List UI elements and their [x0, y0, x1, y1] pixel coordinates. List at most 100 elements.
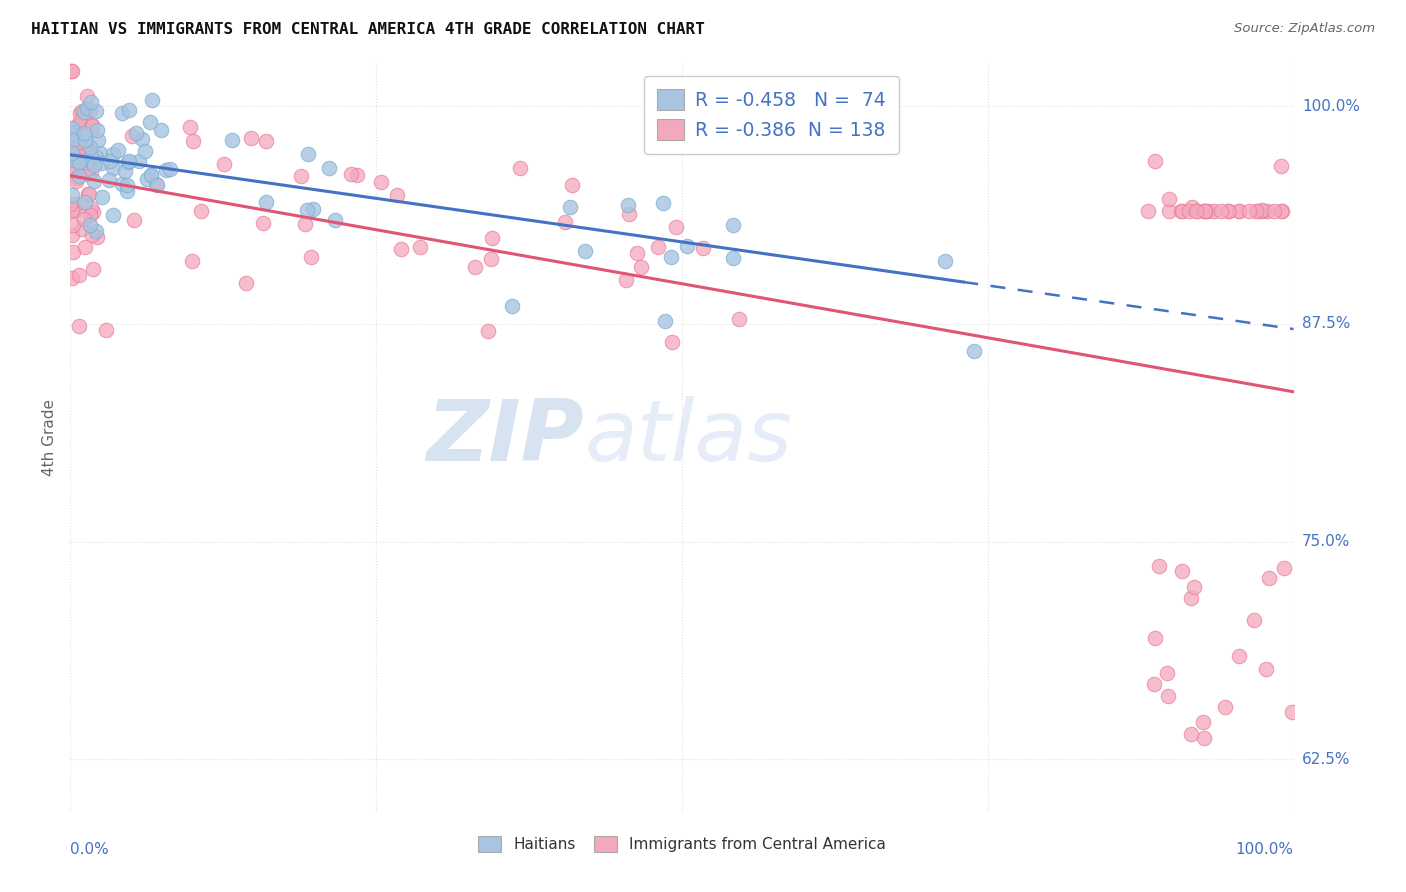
Point [76, 101, 98, 115]
Point [80, 95, 103, 109]
Point [69, 117, 91, 131]
Point [86, 133, 108, 147]
Point [1281, 705, 1303, 719]
Text: atlas: atlas [583, 395, 792, 479]
Point [1156, 689, 1178, 703]
Point [1197, 203, 1219, 218]
Point [90, 190, 112, 204]
Point [94, 323, 117, 337]
Point [79, 140, 101, 154]
Point [62, 153, 84, 168]
Point [83, 174, 105, 188]
Point [1185, 203, 1208, 218]
Point [79, 202, 101, 216]
Point [1194, 203, 1216, 218]
Point [73, 194, 96, 209]
Point [73, 104, 96, 119]
Point [60, 202, 83, 217]
Point [124, 126, 146, 140]
Point [76, 89, 98, 103]
Point [1170, 203, 1192, 218]
Point [1227, 203, 1250, 218]
Point [221, 133, 243, 147]
Point [139, 168, 162, 182]
Point [346, 168, 368, 182]
Point [481, 231, 503, 245]
Point [141, 168, 163, 182]
Point [114, 164, 136, 178]
Point [65, 174, 87, 188]
Point [1239, 203, 1261, 218]
Point [62, 218, 84, 232]
Point [1157, 203, 1180, 218]
Point [77, 145, 100, 159]
Point [1180, 200, 1202, 214]
Point [73, 126, 96, 140]
Point [155, 163, 177, 178]
Point [103, 208, 125, 222]
Point [574, 244, 596, 258]
Point [139, 115, 162, 129]
Point [1192, 714, 1215, 729]
Point [60, 149, 83, 163]
Point [617, 198, 640, 212]
Point [1247, 203, 1270, 218]
Point [1270, 159, 1292, 173]
Point [63, 202, 86, 217]
Point [70, 104, 93, 119]
Point [66, 141, 89, 155]
Point [254, 134, 277, 148]
Point [508, 161, 530, 176]
Point [1156, 665, 1178, 680]
Point [1246, 203, 1268, 218]
Point [62, 133, 84, 147]
Point [60, 270, 83, 285]
Point [79, 103, 101, 117]
Text: 100.0%: 100.0% [1302, 98, 1360, 113]
Point [150, 123, 173, 137]
Point [59, 159, 82, 173]
Text: ZIP: ZIP [426, 395, 583, 479]
Point [60, 120, 83, 135]
Point [67, 169, 90, 183]
Point [80, 119, 103, 133]
Point [1250, 203, 1272, 218]
Point [62, 188, 84, 202]
Point [1143, 677, 1166, 691]
Point [665, 220, 688, 235]
Point [73, 211, 96, 226]
Point [654, 314, 676, 328]
Point [239, 131, 262, 145]
Point [107, 143, 129, 157]
Point [73, 133, 96, 147]
Point [67, 153, 90, 168]
Point [60, 163, 83, 178]
Point [59, 197, 82, 211]
Point [76, 149, 98, 163]
Point [1192, 203, 1215, 218]
Point [302, 202, 325, 216]
Point [561, 178, 583, 193]
Point [117, 155, 139, 169]
Point [1218, 203, 1240, 218]
Point [101, 161, 124, 176]
Text: 75.0%: 75.0% [1302, 534, 1350, 549]
Point [1256, 203, 1278, 218]
Point [118, 153, 141, 168]
Point [80, 120, 103, 134]
Point [67, 268, 90, 282]
Point [181, 134, 204, 148]
Point [66, 120, 89, 134]
Text: 62.5%: 62.5% [1302, 752, 1350, 767]
Point [1180, 727, 1202, 741]
Y-axis label: 4th Grade: 4th Grade [42, 399, 58, 475]
Point [1270, 203, 1292, 218]
Point [86, 229, 108, 244]
Point [1137, 203, 1160, 218]
Text: 87.5%: 87.5% [1302, 317, 1350, 331]
Point [82, 261, 104, 276]
Point [82, 205, 104, 219]
Point [84, 150, 107, 164]
Point [1263, 203, 1285, 218]
Text: Source: ZipAtlas.com: Source: ZipAtlas.com [1234, 22, 1375, 36]
